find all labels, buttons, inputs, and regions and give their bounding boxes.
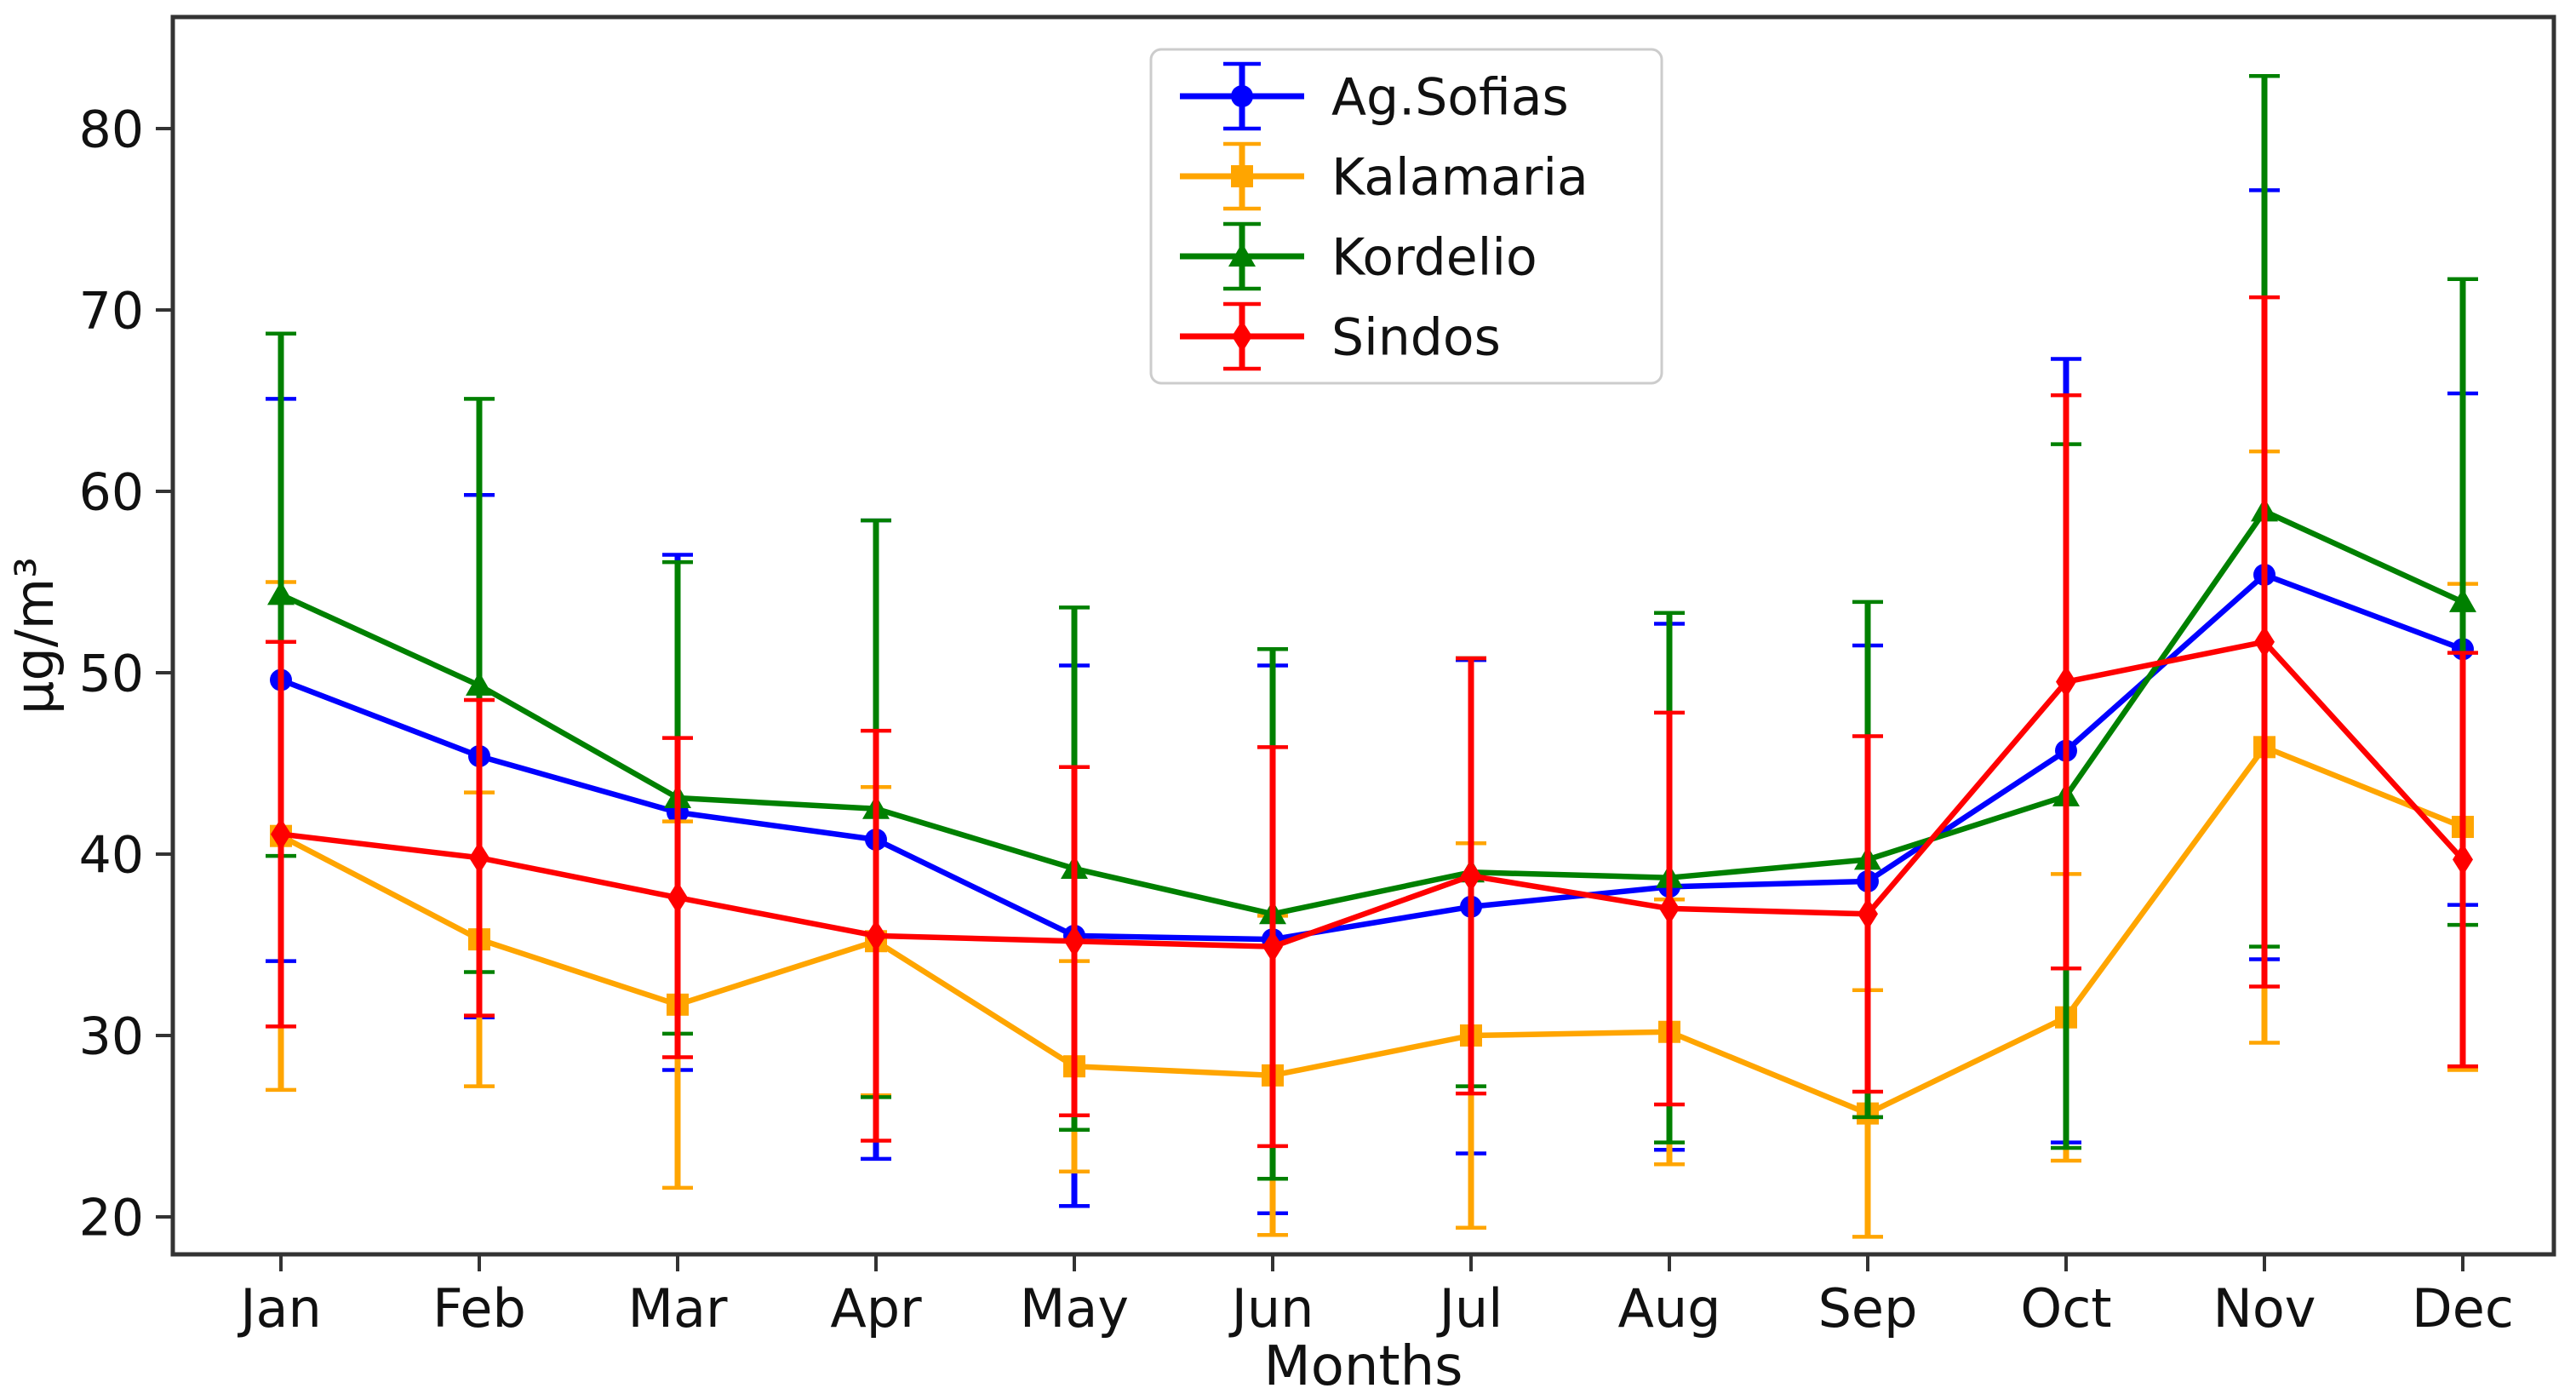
- data-point-triangle: [466, 671, 493, 696]
- y-tick-label: 20: [79, 1189, 144, 1248]
- series-sindos: [266, 295, 2478, 1149]
- data-point-diamond: [271, 817, 291, 851]
- data-point-diamond: [1659, 892, 1680, 925]
- y-axis: 20 30 40 50 60 70 80: [79, 100, 173, 1248]
- series-line: [279, 571, 2464, 943]
- x-tick-label: Mar: [628, 1277, 728, 1340]
- legend-label: Kordelio: [1331, 228, 1537, 288]
- data-point-diamond: [866, 919, 886, 952]
- y-tick-label: 50: [79, 645, 144, 704]
- x-tick-label: Jan: [237, 1277, 322, 1340]
- x-tick-label: Dec: [2412, 1277, 2514, 1340]
- x-tick-label: Apr: [830, 1277, 922, 1340]
- data-point-square: [1231, 165, 1253, 187]
- x-tick-label: Jul: [1436, 1277, 1503, 1340]
- legend-item-ag-sofias: Ag.Sofias: [1180, 61, 1569, 131]
- data-point-triangle: [1228, 243, 1256, 267]
- x-axis: Jan Feb Mar Apr May Jun Jul Aug Sep Oct Nov Dec: [237, 1254, 2514, 1340]
- x-tick-label: Nov: [2212, 1277, 2316, 1340]
- data-point-diamond: [667, 881, 688, 915]
- data-point-circle: [1231, 85, 1253, 107]
- y-tick-label: 80: [79, 100, 144, 160]
- series-line: [279, 508, 2464, 917]
- data-point-diamond: [1858, 898, 1878, 931]
- legend-label: Kalamaria: [1331, 148, 1589, 208]
- legend-label: Ag.Sofias: [1331, 68, 1569, 128]
- legend-box: [1149, 48, 1663, 385]
- x-tick-label: Sep: [1818, 1277, 1918, 1340]
- legend: Ag.Sofias Kalamaria Kordelio Sindos: [1149, 48, 1663, 385]
- legend-label: Sindos: [1331, 308, 1501, 368]
- x-tick-label: Jun: [1228, 1277, 1314, 1340]
- data-point-diamond: [469, 841, 489, 875]
- y-tick-label: 30: [79, 1007, 144, 1067]
- y-tick-label: 60: [79, 463, 144, 523]
- legend-item-kordelio: Kordelio: [1180, 221, 1537, 291]
- data-point-diamond: [2056, 665, 2076, 698]
- axis-title-y: µg/m³: [3, 557, 66, 714]
- data-point-diamond: [1461, 859, 1481, 892]
- axis-title-x: Months: [1264, 1335, 1463, 1394]
- legend-item-sindos: Sindos: [1180, 301, 1501, 371]
- data-point-triangle: [2449, 588, 2476, 612]
- data-point-diamond: [1262, 930, 1283, 963]
- plot-frame: [170, 14, 2556, 1257]
- y-tick-label: 40: [79, 826, 144, 886]
- series-line: [280, 639, 2465, 949]
- data-point-diamond: [2254, 625, 2275, 658]
- data-point-diamond: [2453, 843, 2473, 876]
- x-tick-label: Aug: [1617, 1277, 1720, 1340]
- x-tick-label: Feb: [432, 1277, 526, 1340]
- x-tick-label: Oct: [2020, 1277, 2111, 1340]
- data-point-diamond: [1064, 925, 1085, 958]
- series-line: [279, 744, 2464, 1116]
- legend-item-kalamaria: Kalamaria: [1180, 141, 1589, 211]
- data-point-triangle: [267, 581, 295, 605]
- data-point-diamond: [1232, 320, 1252, 353]
- x-tick-label: May: [1020, 1277, 1129, 1340]
- y-tick-label: 70: [79, 282, 144, 341]
